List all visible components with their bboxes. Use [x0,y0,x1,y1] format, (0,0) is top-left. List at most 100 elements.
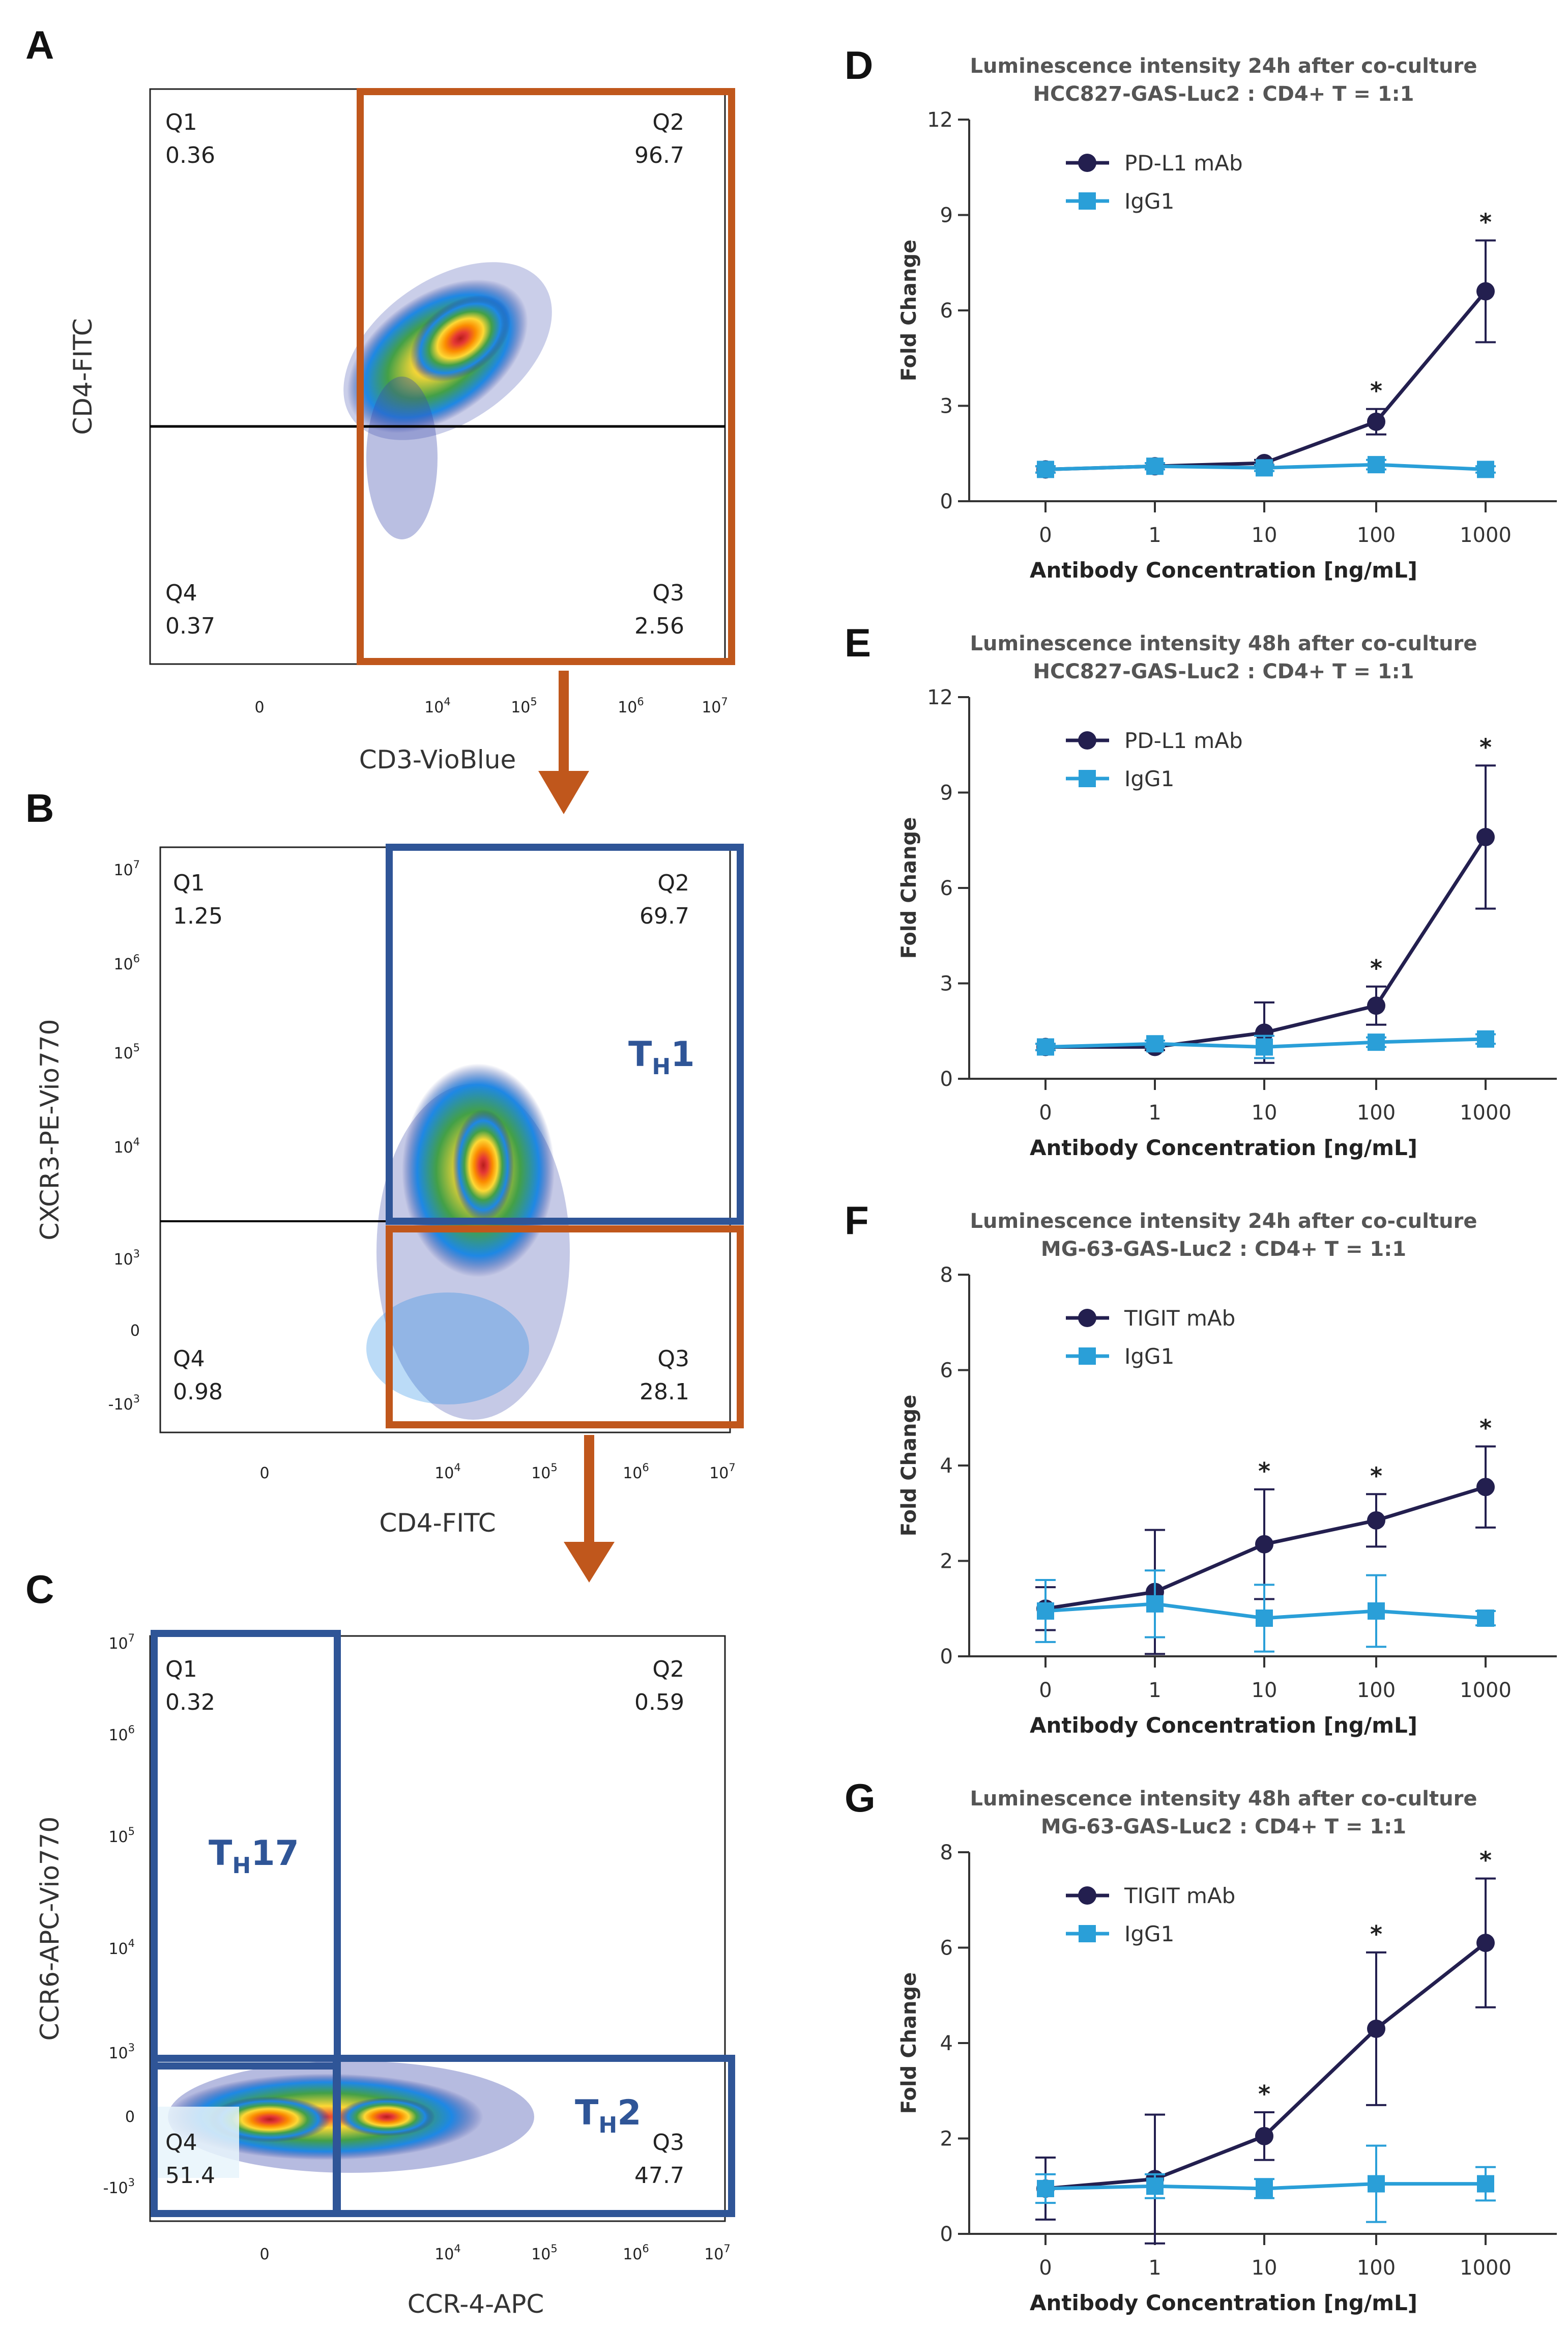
q4-name: Q4 [173,1346,205,1372]
x-tick-label: 1 [1148,1679,1161,1702]
data-point-igg1 [1146,1595,1164,1613]
flow-panel-c: C Q1 0.32 Q2 0.59 Q3 47.7 Q4 51.4 TH17 T… [25,1567,735,2319]
y-ticks: 107 106 105 104 103 0 -103 [108,858,140,1414]
significance-star: * [1370,1920,1382,1948]
data-point-igg1 [1037,461,1054,478]
q2-value: 69.7 [640,903,689,929]
x-tick-label: 1000 [1460,1101,1512,1125]
density-cloud [158,2061,534,2178]
x-tick-label: 0 [1039,524,1052,547]
data-point-mab [1476,1934,1495,1952]
chart-panel-e: E Luminescence intensity 48h after co-cul… [845,620,1557,1160]
svg-text:106: 106 [623,2243,649,2263]
x-tick-label: 1 [1148,524,1161,547]
data-point-mab [1367,996,1385,1015]
svg-text:107: 107 [702,696,728,716]
flow-panel-a: A Q1 0.36 Q2 96.7 Q3 2.56 Q4 0.37 CD3-Vi… [25,22,735,814]
panel-label-b: B [25,786,54,830]
chart-title: Luminescence intensity 24h after co-cult… [970,1210,1477,1233]
panel-label: E [845,620,871,665]
svg-text:-103: -103 [103,2176,135,2197]
q3-name: Q3 [652,580,684,606]
x-tick-label: 10 [1252,1101,1277,1125]
significance-star: * [1370,377,1382,405]
significance-star: * [1479,209,1492,236]
q2-name: Q2 [657,870,689,896]
y-axis-label: CCR6-APC-Vio770 [35,1817,65,2041]
subtype-th2: TH2 [575,2093,642,2138]
significance-star: * [1479,1415,1492,1442]
data-point-mab [1476,828,1495,846]
x-tick-label: 0 [1039,1679,1052,1702]
q4-name: Q4 [165,2130,197,2156]
legend-marker-igg1 [1079,770,1096,787]
y-tick-label: 8 [940,1841,953,1864]
x-tick-label: 1000 [1460,1679,1512,1702]
q2-value: 0.59 [634,1689,684,1715]
data-point-igg1 [1037,1602,1054,1620]
data-point-igg1 [1256,459,1273,477]
svg-text:104: 104 [108,1937,135,1958]
data-point-igg1 [1477,2175,1494,2193]
svg-text:105: 105 [511,696,537,716]
subtype-th17: TH17 [209,1833,299,1879]
data-point-igg1 [1037,2179,1054,2197]
x-tick-label: 1 [1148,1101,1161,1125]
y-ticks: 107 106 105 104 103 0 -103 [103,1632,135,2197]
chart-subtitle: MG-63-GAS-Luc2 : CD4+ T = 1:1 [1041,1815,1406,1838]
q3-value: 2.56 [634,613,684,639]
data-point-mab [1367,2019,1385,2038]
x-tick-label: 100 [1357,524,1396,547]
legend-label-igg1: IgG1 [1124,1344,1174,1369]
svg-text:0: 0 [259,2246,269,2263]
svg-text:104: 104 [434,2243,461,2263]
x-ticks: 0 104 105 106 107 [254,696,728,716]
q1-name: Q1 [173,870,205,896]
x-tick-label: 10 [1252,524,1277,547]
y-tick-label: 12 [927,108,953,132]
y-tick-label: 0 [940,1645,953,1669]
significance-star: * [1258,2080,1270,2108]
q2-value: 96.7 [634,142,684,168]
gate-box-orange [386,1225,744,1428]
x-axis-label: CCR-4-APC [408,2289,544,2319]
flow-panel-b: B Q1 1.25 Q2 69.7 Q3 28.1 Q4 0.98 TH1 CD… [25,786,744,1583]
x-axis-label: Antibody Concentration [ng/mL] [1030,1135,1417,1160]
q1-value: 1.25 [173,903,223,929]
gate-box-th1 [386,844,744,1225]
svg-text:106: 106 [623,1461,649,1482]
chart-panel-g: G Luminescence intensity 48h after co-cul… [845,1775,1557,2315]
chart-title: Luminescence intensity 48h after co-cult… [970,1787,1477,1811]
gate-box-orange [357,88,735,665]
x-tick-label: 1 [1148,2256,1161,2280]
svg-text:106: 106 [108,1723,135,1744]
chart-panel-d: D Luminescence intensity 24h after co-cul… [845,43,1557,583]
data-point-igg1 [1256,2179,1273,2197]
legend-marker-igg1 [1079,192,1096,210]
data-point-igg1 [1256,1610,1273,1627]
gate-box-th2 [334,2055,735,2217]
data-point-mab [1255,2127,1273,2145]
data-point-igg1 [1368,456,1385,474]
svg-text:105: 105 [531,1461,558,1482]
svg-text:0: 0 [130,1322,140,1340]
panel-label-a: A [25,22,54,67]
y-axis-label: Fold Change [897,1395,921,1537]
chart-title: Luminescence intensity 48h after co-cult… [970,632,1477,655]
y-axis-label: CXCR3-PE-Vio770 [35,1019,65,1241]
y-tick-label: 9 [940,204,953,227]
q3-value: 28.1 [640,1379,689,1405]
data-point-mab [1367,412,1385,431]
q1-name: Q1 [165,1656,197,1682]
x-ticks: 0 104 105 106 107 [259,2243,730,2263]
x-ticks: 0 104 105 106 107 [259,1461,735,1482]
x-tick-label: 100 [1357,2256,1396,2280]
legend-marker-mab [1078,731,1096,750]
y-tick-label: 4 [940,1454,953,1478]
data-point-mab [1476,1478,1495,1497]
svg-text:107: 107 [709,1461,736,1482]
x-axis-label: Antibody Concentration [ng/mL] [1030,2290,1417,2315]
y-tick-label: 6 [940,1937,953,1960]
x-tick-label: 100 [1357,1679,1396,1702]
q4-value: 51.4 [165,2163,215,2189]
